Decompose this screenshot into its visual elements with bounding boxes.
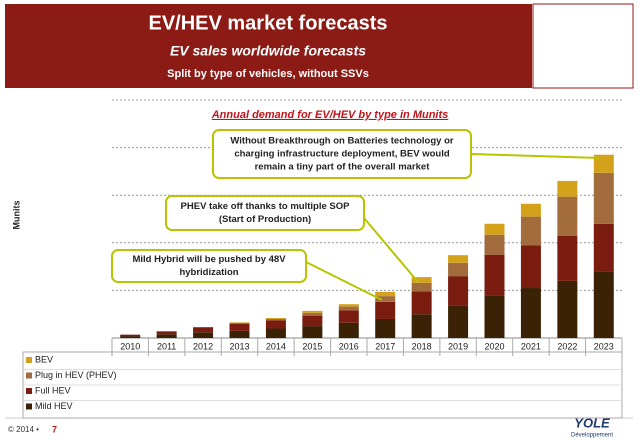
x-tick-label: 2021 <box>521 341 541 351</box>
x-tick-label: 2016 <box>339 341 359 351</box>
x-tick-label: 2012 <box>193 341 213 351</box>
bar-segment <box>593 223 614 272</box>
bar-segment <box>302 310 323 313</box>
bar-segment <box>375 291 396 297</box>
callout-box <box>111 249 307 283</box>
header-frame <box>532 3 634 89</box>
x-tick-label: 2019 <box>448 341 468 351</box>
note: Split by type of vehicles, without SSVs <box>167 68 369 80</box>
bar-segment <box>557 235 578 281</box>
bar-segment <box>484 254 505 296</box>
title: EV/HEV market forecasts <box>148 12 387 34</box>
x-tick-label: 2023 <box>594 341 614 351</box>
legend-label: BEV <box>35 354 53 364</box>
x-tick-label: 2010 <box>120 341 140 351</box>
bar-segment <box>484 295 505 338</box>
legend-swatch <box>26 388 32 394</box>
callout-arrow <box>363 217 419 283</box>
callout-text: Mild Hybrid will be pushed by 48V <box>132 254 286 265</box>
bar-segment <box>229 330 250 338</box>
bar-segment <box>484 234 505 255</box>
x-tick-label: 2011 <box>157 341 176 351</box>
bar-segment <box>265 320 286 329</box>
legend-label: Plug in HEV (PHEV) <box>35 370 117 380</box>
bar-segment <box>557 196 578 236</box>
bar-segment <box>411 291 432 315</box>
bar-segment <box>448 262 469 277</box>
bar-segment <box>265 318 286 319</box>
bar-segment <box>593 172 614 224</box>
bar-segment <box>338 304 359 307</box>
bar-segment <box>411 282 432 292</box>
bar-segment <box>338 306 359 311</box>
header-box <box>5 4 532 88</box>
page-number: 7 <box>52 424 57 434</box>
bar-segment <box>338 322 359 338</box>
callout-text: (Start of Production) <box>219 214 311 225</box>
bar-segment <box>375 296 396 302</box>
bar-segment <box>229 322 250 324</box>
x-tick-label: 2017 <box>375 341 395 351</box>
bar-segment <box>557 180 578 197</box>
x-tick-label: 2018 <box>412 341 432 351</box>
logo: YOLE <box>574 415 610 430</box>
bar-segment <box>520 203 541 217</box>
bar-segment <box>338 310 359 323</box>
bar-segment <box>302 312 323 316</box>
y-axis-label: Munits <box>11 201 21 230</box>
callout-arrow <box>470 153 601 159</box>
callout-text: remain a tiny part of the overall market <box>255 162 431 173</box>
subtitle: EV sales worldwide forecasts <box>170 43 366 59</box>
x-tick-label: 2015 <box>302 341 322 351</box>
copyright: © 2014 • <box>8 425 39 434</box>
callout-text: charging infrastructure deployment, BEV … <box>234 149 450 160</box>
callout-box <box>165 195 365 231</box>
x-tick-label: 2020 <box>484 341 504 351</box>
bar-segment <box>593 271 614 338</box>
bar-segment <box>120 336 141 338</box>
bar-segment <box>120 334 141 337</box>
x-tick-label: 2014 <box>266 341 286 351</box>
logo-sub: Développement <box>571 433 613 439</box>
callout-arrow <box>305 261 383 301</box>
bar-segment <box>265 318 286 321</box>
bar-segment <box>411 314 432 338</box>
bar-segment <box>411 277 432 283</box>
legend-swatch <box>26 372 32 379</box>
bar-segment <box>484 223 505 235</box>
bar-segment <box>229 323 250 331</box>
bar-segment <box>156 334 177 338</box>
bar-segment <box>302 326 323 338</box>
bar-segment <box>193 332 214 338</box>
bar-segment <box>448 255 469 263</box>
bar-segment <box>193 327 214 333</box>
bar-segment <box>375 301 396 319</box>
bar-segment <box>265 328 286 338</box>
legend-swatch <box>26 403 32 410</box>
bar-segment <box>375 318 396 338</box>
legend-swatch <box>26 357 32 363</box>
bar-segment <box>520 288 541 338</box>
legend-label: Mild HEV <box>35 401 73 411</box>
bar-segment <box>520 245 541 289</box>
bar-segment <box>557 280 578 338</box>
bar-segment <box>520 216 541 246</box>
callout-box <box>212 129 472 179</box>
callout-text: PHEV take off thanks to multiple SOP <box>181 201 351 212</box>
legend-label: Full HEV <box>35 385 71 395</box>
x-tick-label: 2022 <box>557 341 577 351</box>
bar-segment <box>302 315 323 327</box>
bar-segment <box>448 276 469 306</box>
bar-segment <box>156 331 177 335</box>
callout-text: hybridization <box>179 267 238 278</box>
bar-segment <box>448 305 469 338</box>
chart-title: Annual demand for EV/HEV by type in Muni… <box>211 109 449 121</box>
callout-text: Without Breakthrough on Batteries techno… <box>230 136 453 147</box>
bar-segment <box>593 154 614 173</box>
x-tick-label: 2013 <box>229 341 249 351</box>
